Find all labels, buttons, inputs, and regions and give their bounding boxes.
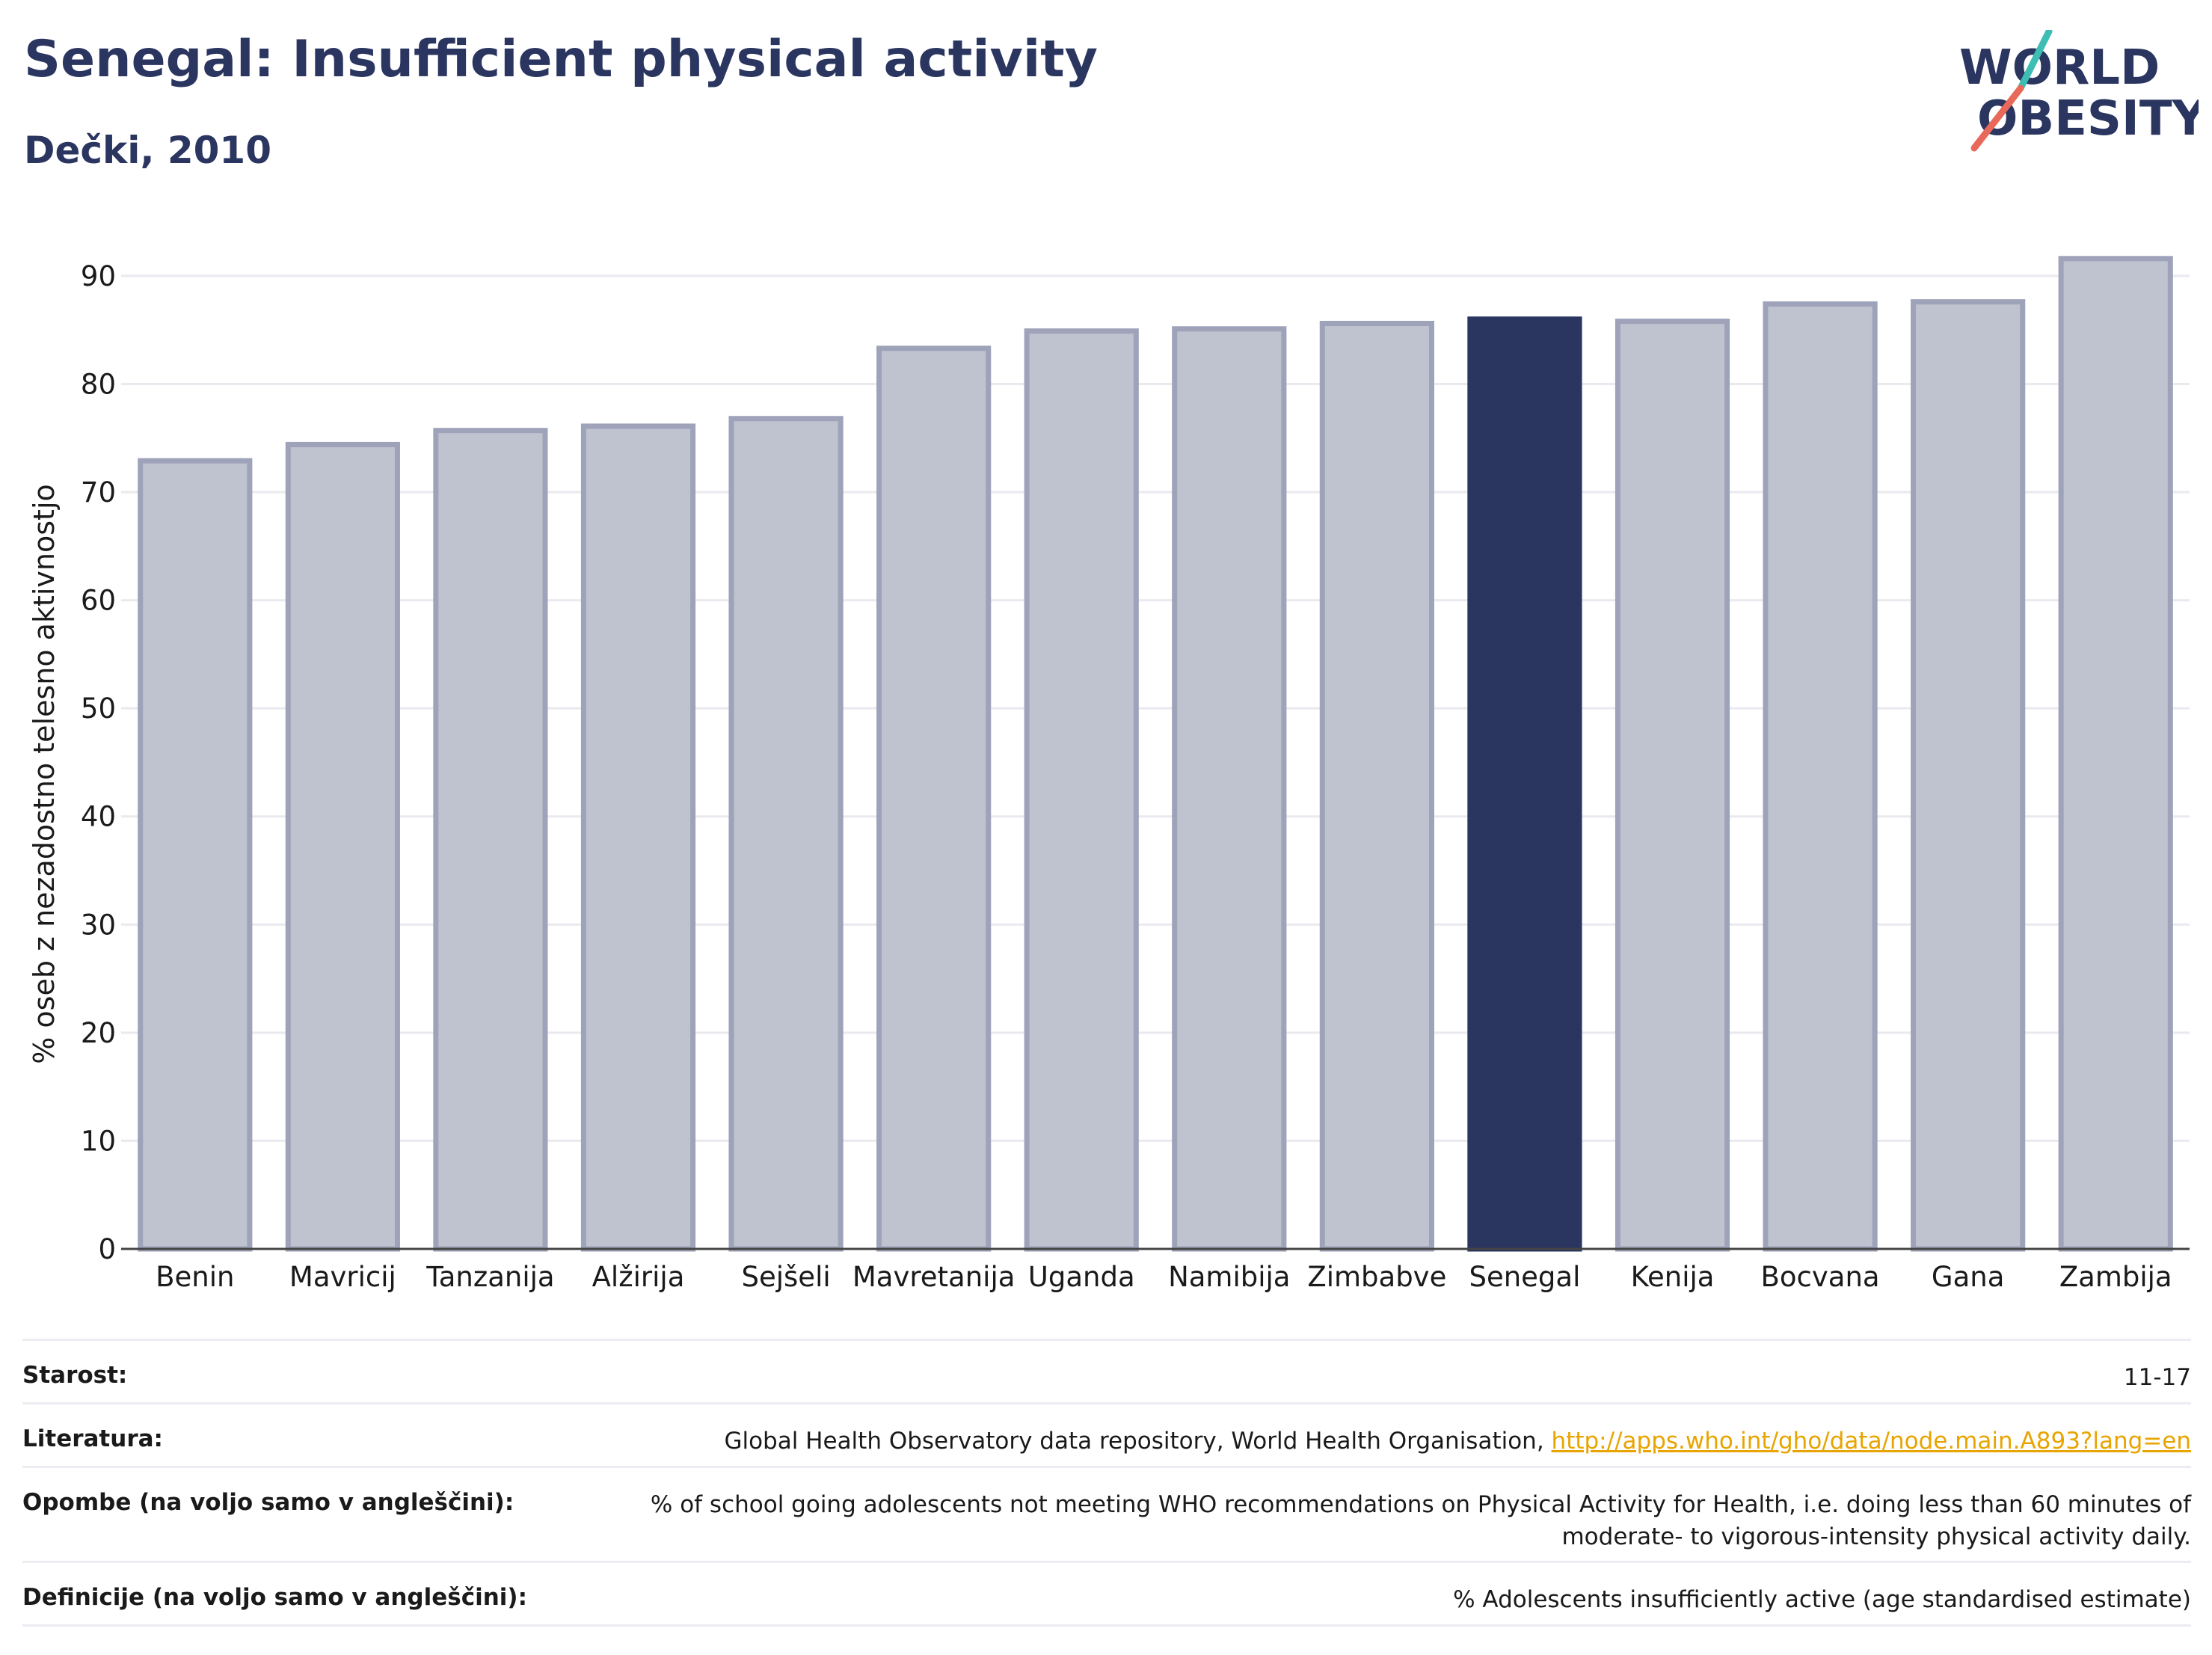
- bar-zambija[interactable]: [2058, 256, 2173, 1252]
- y-tick-label: 30: [81, 909, 116, 941]
- bar-gana[interactable]: [1911, 299, 2026, 1252]
- y-axis-label: % oseb z nezadostno telesno aktivnostjo: [28, 484, 61, 1064]
- notes-value: % of school going adolescents not meetin…: [650, 1491, 2191, 1550]
- bar-bocvana[interactable]: [1763, 301, 1878, 1252]
- x-tick-label: Benin: [156, 1261, 234, 1293]
- logo-line-1: WORLD: [1959, 40, 2160, 96]
- bar-tanzanija[interactable]: [433, 428, 548, 1252]
- x-tick-label: Mavricij: [289, 1261, 396, 1293]
- x-tick-label: Zimbabve: [1307, 1261, 1446, 1293]
- bar-benin[interactable]: [138, 458, 253, 1252]
- bars: [138, 256, 2173, 1252]
- notes-label: Opombe (na voljo samo v angleščini):: [22, 1489, 514, 1516]
- y-tick-label: 40: [81, 801, 116, 833]
- x-tick-label: Kenija: [1631, 1261, 1715, 1293]
- gridlines: [121, 274, 2190, 1142]
- literature-text: Global Health Observatory data repositor…: [724, 1428, 1552, 1455]
- bar-namibija[interactable]: [1172, 326, 1287, 1252]
- y-tick-label: 10: [81, 1125, 116, 1157]
- x-tick-label: Alžirija: [592, 1261, 685, 1293]
- literature-label: Literatura:: [22, 1425, 163, 1452]
- meta-row-literature: Literatura: Global Health Observatory da…: [22, 1402, 2191, 1466]
- x-tick-label: Sejšeli: [742, 1261, 831, 1293]
- y-tick-label: 80: [81, 368, 116, 400]
- metadata-table: Starost: 11-17 Literatura: Global Health…: [22, 1339, 2191, 1627]
- bar-uganda[interactable]: [1024, 328, 1139, 1252]
- x-tick-label: Namibija: [1168, 1261, 1290, 1293]
- bar-chart: 0 10 20 30 40 50 60 70 80 90 Benin Mavricij Tanzani…: [28, 256, 2190, 1293]
- x-tick-label: Bocvana: [1761, 1261, 1880, 1293]
- meta-row-notes: Opombe (na voljo samo v angleščini): % o…: [22, 1466, 2191, 1561]
- x-tick-label: Mavretanija: [852, 1261, 1016, 1293]
- x-tick-label: Tanzanija: [425, 1261, 554, 1293]
- literature-value: Global Health Observatory data repositor…: [724, 1404, 2191, 1458]
- bar-mavricij[interactable]: [285, 441, 400, 1252]
- bar-kenija[interactable]: [1615, 319, 1730, 1252]
- chart-title: Senegal: Insufficient physical activity: [24, 30, 1098, 89]
- x-tick-label: Gana: [1932, 1261, 2004, 1293]
- bar-mavretanija[interactable]: [876, 346, 992, 1252]
- world-obesity-logo: WORLD OBESITY: [1959, 30, 2199, 152]
- y-tick-label: 60: [81, 585, 116, 617]
- definitions-label: Definicije (na voljo samo v angleščini):: [22, 1584, 527, 1611]
- age-label: Starost:: [22, 1362, 128, 1389]
- chart-subtitle: Dečki, 2010: [24, 129, 272, 172]
- y-tick-label: 70: [81, 476, 116, 509]
- x-tick-label: Senegal: [1469, 1261, 1580, 1293]
- x-tick-label: Uganda: [1028, 1261, 1135, 1293]
- age-value: 11-17: [2123, 1364, 2191, 1391]
- meta-row-definitions: Definicije (na voljo samo v angleščini):…: [22, 1561, 2191, 1627]
- y-tick-label: 50: [81, 693, 116, 725]
- literature-link[interactable]: http://apps.who.int/gho/data/node.main.A…: [1551, 1428, 2191, 1455]
- x-tick-label: Zambija: [2059, 1261, 2172, 1293]
- bar-senegal[interactable]: [1467, 316, 1582, 1252]
- definitions-value: % Adolescents insufficiently active (age…: [1453, 1586, 2191, 1613]
- y-axis-ticks: 0 10 20 30 40 50 60 70 80 90: [81, 260, 116, 1265]
- bar-sejšeli[interactable]: [728, 416, 844, 1252]
- bar-zimbabve[interactable]: [1319, 321, 1434, 1252]
- y-tick-label: 0: [98, 1233, 116, 1265]
- x-axis-ticks: Benin Mavricij Tanzanija Alžirija Sejšeli Mav…: [156, 1261, 2172, 1293]
- y-tick-label: 20: [81, 1017, 116, 1049]
- bar-alžirija[interactable]: [580, 423, 696, 1252]
- y-tick-label: 90: [81, 260, 116, 292]
- meta-row-age: Starost: 11-17: [22, 1339, 2191, 1402]
